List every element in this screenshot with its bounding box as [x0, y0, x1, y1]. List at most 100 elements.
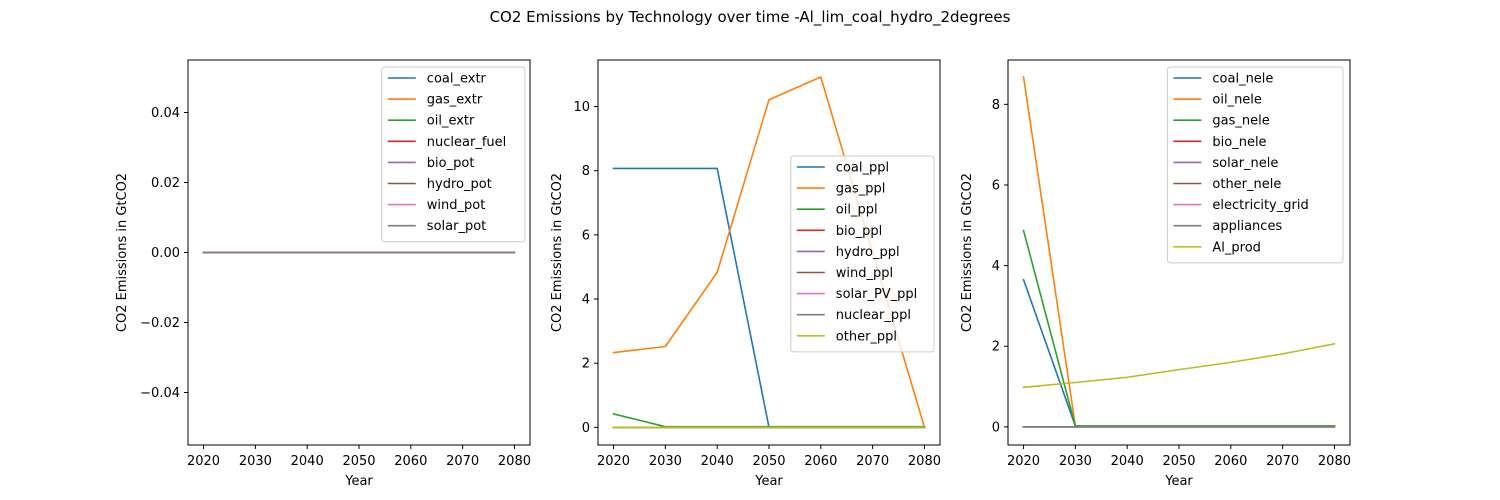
x-tick-label: 2030	[239, 454, 272, 469]
x-tick-label: 2040	[701, 454, 734, 469]
x-tick-label: 2020	[1007, 454, 1040, 469]
panels: 2020 2030 2040 2050 2060 2070 2080 −0.04 −0.02 0.…	[115, 59, 1351, 489]
legend-label: other_nele	[1212, 177, 1281, 192]
x-tick-label: 2030	[649, 454, 682, 469]
y-tick-label: 0.02	[151, 176, 180, 191]
x-tick-label: 2080	[908, 454, 941, 469]
legend-label: bio_nele	[1212, 135, 1266, 150]
series-line-Al_prod	[1022, 342, 1336, 389]
x-tick-label: 2030	[1059, 454, 1092, 469]
x-tick-label: 2050	[342, 454, 375, 469]
legend-label: coal_extr	[427, 72, 487, 87]
x-tick-label: 2070	[856, 454, 889, 469]
legend-item-other_nele: other_nele	[1173, 177, 1281, 192]
x-tick-label: 2020	[597, 454, 630, 469]
x-tick-label: 2070	[1266, 454, 1299, 469]
legend-label: oil_ppl	[836, 203, 878, 218]
x-axis-label: Year	[754, 474, 783, 489]
y-tick-label: −0.02	[140, 316, 180, 331]
legend-item-nuclear_fuel: nuclear_fuel	[387, 135, 506, 150]
legend-item-other_ppl: other_ppl	[796, 329, 897, 344]
legend-item-solar_nele: solar_nele	[1173, 156, 1278, 171]
legend-label: coal_nele	[1212, 72, 1273, 87]
legend-item-Al_prod: Al_prod	[1173, 240, 1261, 255]
x-tick-label: 2040	[291, 454, 324, 469]
legend-label: wind_pot	[427, 198, 486, 213]
y-axis-label: CO2 Emissions in GtCO2	[115, 173, 130, 332]
y-tick-label: 8	[582, 164, 590, 179]
chart-panel-1: 2020 2030 2040 2050 2060 2070 2080 −0.04 −0.02 0.…	[115, 59, 531, 489]
legend-label: Al_prod	[1212, 240, 1261, 255]
y-axis-label: CO2 Emissions in GtCO2	[960, 173, 975, 332]
legend-item-bio_ppl: bio_ppl	[796, 224, 882, 239]
figure-title: CO2 Emissions by Technology over time -A…	[490, 8, 1011, 27]
series-lines	[1022, 76, 1336, 428]
legend-item-solar_pot: solar_pot	[387, 219, 486, 234]
legend-item-gas_extr: gas_extr	[387, 93, 483, 108]
legend-item-bio_nele: bio_nele	[1173, 135, 1267, 150]
legend-box	[381, 66, 526, 243]
y-tick-label: 2	[992, 340, 1000, 355]
x-tick-label: 2050	[1162, 454, 1195, 469]
legend-label: solar_PV_ppl	[836, 287, 918, 302]
legend-item-wind_pot: wind_pot	[387, 198, 486, 213]
legend-item-appliances: appliances	[1173, 219, 1282, 234]
legend: coal_nele oil_nele gas_nele bio_nele solar_n…	[1166, 66, 1344, 264]
x-tick-label: 2080	[1318, 454, 1351, 469]
y-tick-label: −0.04	[140, 386, 180, 401]
y-tick-label: 6	[992, 178, 1000, 193]
legend-label: appliances	[1212, 219, 1282, 234]
chart-panel-3: 2020 2030 2040 2050 2060 2070 2080 0 2 4 6 8 Year CO2…	[960, 59, 1351, 489]
x-tick-label: 2050	[752, 454, 785, 469]
legend-label: coal_ppl	[836, 161, 889, 176]
legend-label: oil_nele	[1212, 93, 1262, 108]
legend-label: solar_pot	[427, 219, 486, 234]
legend-item-oil_extr: oil_extr	[387, 114, 475, 129]
legend-box	[1166, 66, 1344, 264]
legend-item-nuclear_ppl: nuclear_ppl	[796, 308, 911, 323]
legend: coal_ppl gas_ppl oil_ppl bio_ppl hydro_pplwi…	[790, 155, 935, 353]
x-tick-label: 2080	[498, 454, 531, 469]
series-line-gas_nele	[1022, 229, 1336, 427]
x-tick-label: 2070	[446, 454, 479, 469]
legend-item-oil_nele: oil_nele	[1173, 93, 1262, 108]
legend-item-bio_pot: bio_pot	[387, 156, 475, 171]
legend-item-gas_nele: gas_nele	[1173, 114, 1270, 129]
y-tick-label: 0	[992, 420, 1000, 435]
legend-label: oil_extr	[427, 114, 475, 129]
legend-label: gas_ppl	[836, 182, 886, 197]
y-tick-label: 2	[582, 357, 590, 372]
legend-label: nuclear_ppl	[836, 308, 911, 323]
y-tick-label: 6	[582, 228, 590, 243]
x-axis-label: Year	[344, 474, 373, 489]
legend-item-solar_PV_ppl: solar_PV_ppl	[796, 287, 918, 302]
legend-item-coal_ppl: coal_ppl	[796, 161, 889, 176]
legend-item-hydro_ppl: hydro_ppl	[796, 245, 900, 260]
legend-label: electricity_grid	[1212, 198, 1308, 213]
legend-label: hydro_pot	[427, 177, 492, 192]
legend-label: wind_ppl	[836, 266, 893, 281]
x-tick-label: 2020	[187, 454, 220, 469]
chart-panel-2: 2020 2030 2040 2050 2060 2070 2080 0 2 4 6 8 10 Year C…	[550, 59, 941, 489]
legend-label: gas_nele	[1212, 114, 1269, 129]
x-tick-label: 2060	[804, 454, 837, 469]
legend: coal_extr gas_extr oil_extr nuclear_fuelbio…	[381, 66, 526, 243]
legend-label: bio_pot	[427, 156, 475, 171]
y-tick-label: 0.04	[151, 106, 180, 121]
legend-item-oil_ppl: oil_ppl	[796, 203, 878, 218]
legend-item-hydro_pot: hydro_pot	[387, 177, 492, 192]
x-tick-label: 2060	[1214, 454, 1247, 469]
legend-item-coal_nele: coal_nele	[1173, 72, 1273, 87]
legend-label: gas_extr	[427, 93, 483, 108]
legend-item-gas_ppl: gas_ppl	[796, 182, 886, 197]
y-axis-label: CO2 Emissions in GtCO2	[550, 173, 565, 332]
legend-item-electricity_grid: electricity_grid	[1173, 198, 1309, 213]
y-tick-label: 4	[582, 293, 590, 308]
legend-item-wind_ppl: wind_ppl	[796, 266, 893, 281]
y-tick-label: 10	[573, 100, 590, 115]
legend-item-coal_extr: coal_extr	[387, 72, 487, 87]
legend-box	[790, 155, 935, 353]
x-tick-label: 2040	[1111, 454, 1144, 469]
y-tick-label: 4	[992, 259, 1000, 274]
